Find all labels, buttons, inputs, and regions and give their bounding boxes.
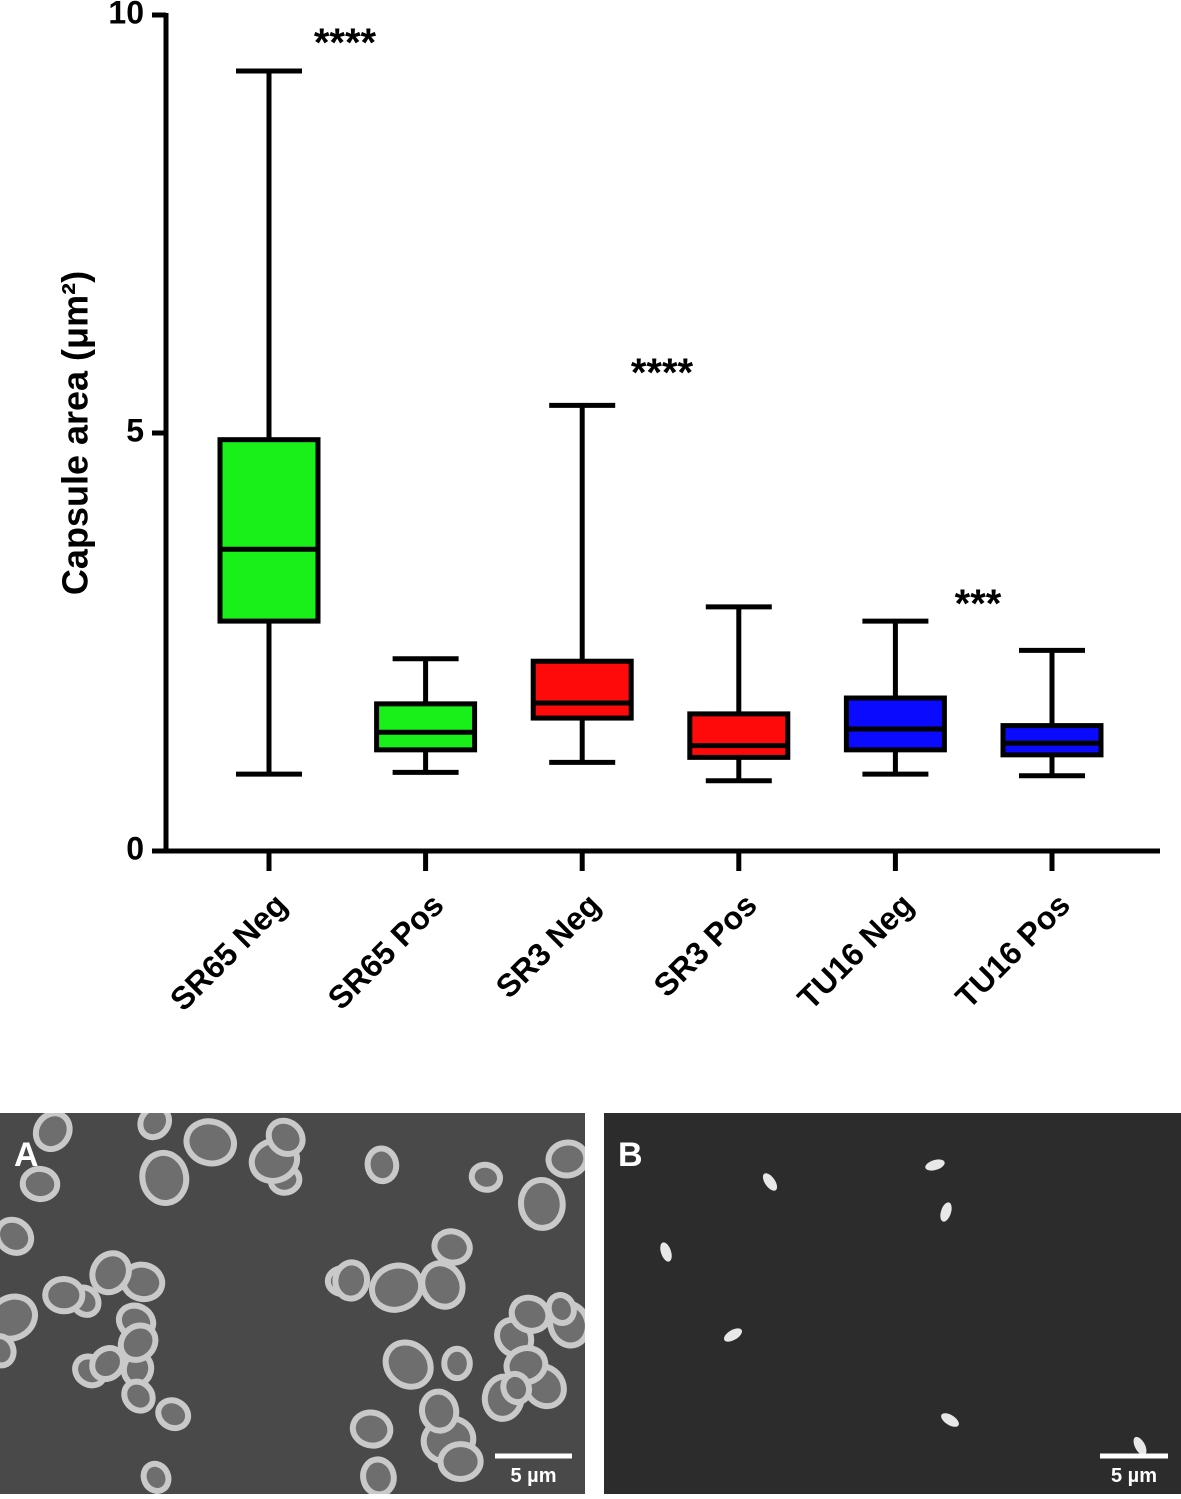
- box: [843, 695, 947, 753]
- scale-bar-label: 5 µm: [511, 1465, 557, 1487]
- cell: [1133, 1436, 1147, 1456]
- x-tick-label: SR3 Pos: [646, 886, 763, 1003]
- scale-bar-label: 5 µm: [1111, 1465, 1157, 1487]
- x-tick-label: SR65 Neg: [163, 886, 294, 1017]
- cell: [660, 1242, 672, 1262]
- cell: [941, 1413, 959, 1427]
- cell: [517, 1176, 566, 1231]
- cell: [419, 1260, 466, 1310]
- cells: [660, 1159, 1147, 1456]
- cell: [32, 1113, 73, 1153]
- cell: [89, 1250, 132, 1296]
- box: [687, 711, 791, 760]
- cell: [265, 1117, 306, 1158]
- cell: [364, 1145, 400, 1185]
- cell: [940, 1202, 952, 1222]
- y-axis-label: Capsule area (μm²): [55, 271, 96, 595]
- cell: [139, 1149, 190, 1206]
- cell: [0, 1293, 38, 1342]
- y-tick-label: 10: [108, 0, 144, 30]
- box: [530, 658, 634, 721]
- cell: [419, 1388, 460, 1434]
- cell: [140, 1460, 172, 1494]
- significance-label: ****: [631, 351, 694, 395]
- cell: [360, 1456, 397, 1494]
- panel-label: B: [618, 1136, 643, 1174]
- x-tick-label: SR65 Pos: [321, 886, 451, 1016]
- cell: [382, 1339, 434, 1390]
- box: [1000, 723, 1104, 758]
- cell: [468, 1161, 503, 1193]
- x-tick-label: SR3 Neg: [489, 886, 608, 1005]
- cell: [183, 1118, 237, 1167]
- cell: [155, 1397, 192, 1432]
- cell: [500, 1370, 533, 1406]
- x-tick-label: TU16 Neg: [791, 886, 921, 1016]
- cell: [724, 1328, 742, 1342]
- cell: [349, 1409, 394, 1449]
- cell: [762, 1173, 778, 1191]
- cell: [925, 1159, 945, 1171]
- box: [374, 701, 478, 753]
- cells: [0, 1113, 585, 1494]
- cell: [437, 1441, 484, 1482]
- significance-label: ****: [314, 21, 377, 65]
- box: [217, 437, 321, 624]
- cell: [332, 1259, 371, 1302]
- cell: [137, 1113, 173, 1141]
- cell: [369, 1262, 425, 1313]
- cell: [441, 1345, 473, 1382]
- cell: [0, 1333, 17, 1369]
- cell: [121, 1378, 156, 1414]
- x-tick-label: TU16 Pos: [948, 886, 1077, 1015]
- panel-label: A: [14, 1136, 39, 1174]
- cell: [545, 1139, 585, 1179]
- y-tick-label: 5: [126, 412, 144, 448]
- cell: [545, 1292, 577, 1327]
- cell: [42, 1275, 86, 1315]
- cell: [0, 1216, 35, 1256]
- micrograph: [604, 1113, 1181, 1494]
- micrograph-bg: [604, 1113, 1181, 1494]
- micrograph: [0, 1113, 585, 1494]
- cell: [89, 1345, 126, 1383]
- cell: [19, 1165, 61, 1203]
- significance-label: ***: [955, 582, 1002, 626]
- y-tick-label: 0: [126, 830, 144, 866]
